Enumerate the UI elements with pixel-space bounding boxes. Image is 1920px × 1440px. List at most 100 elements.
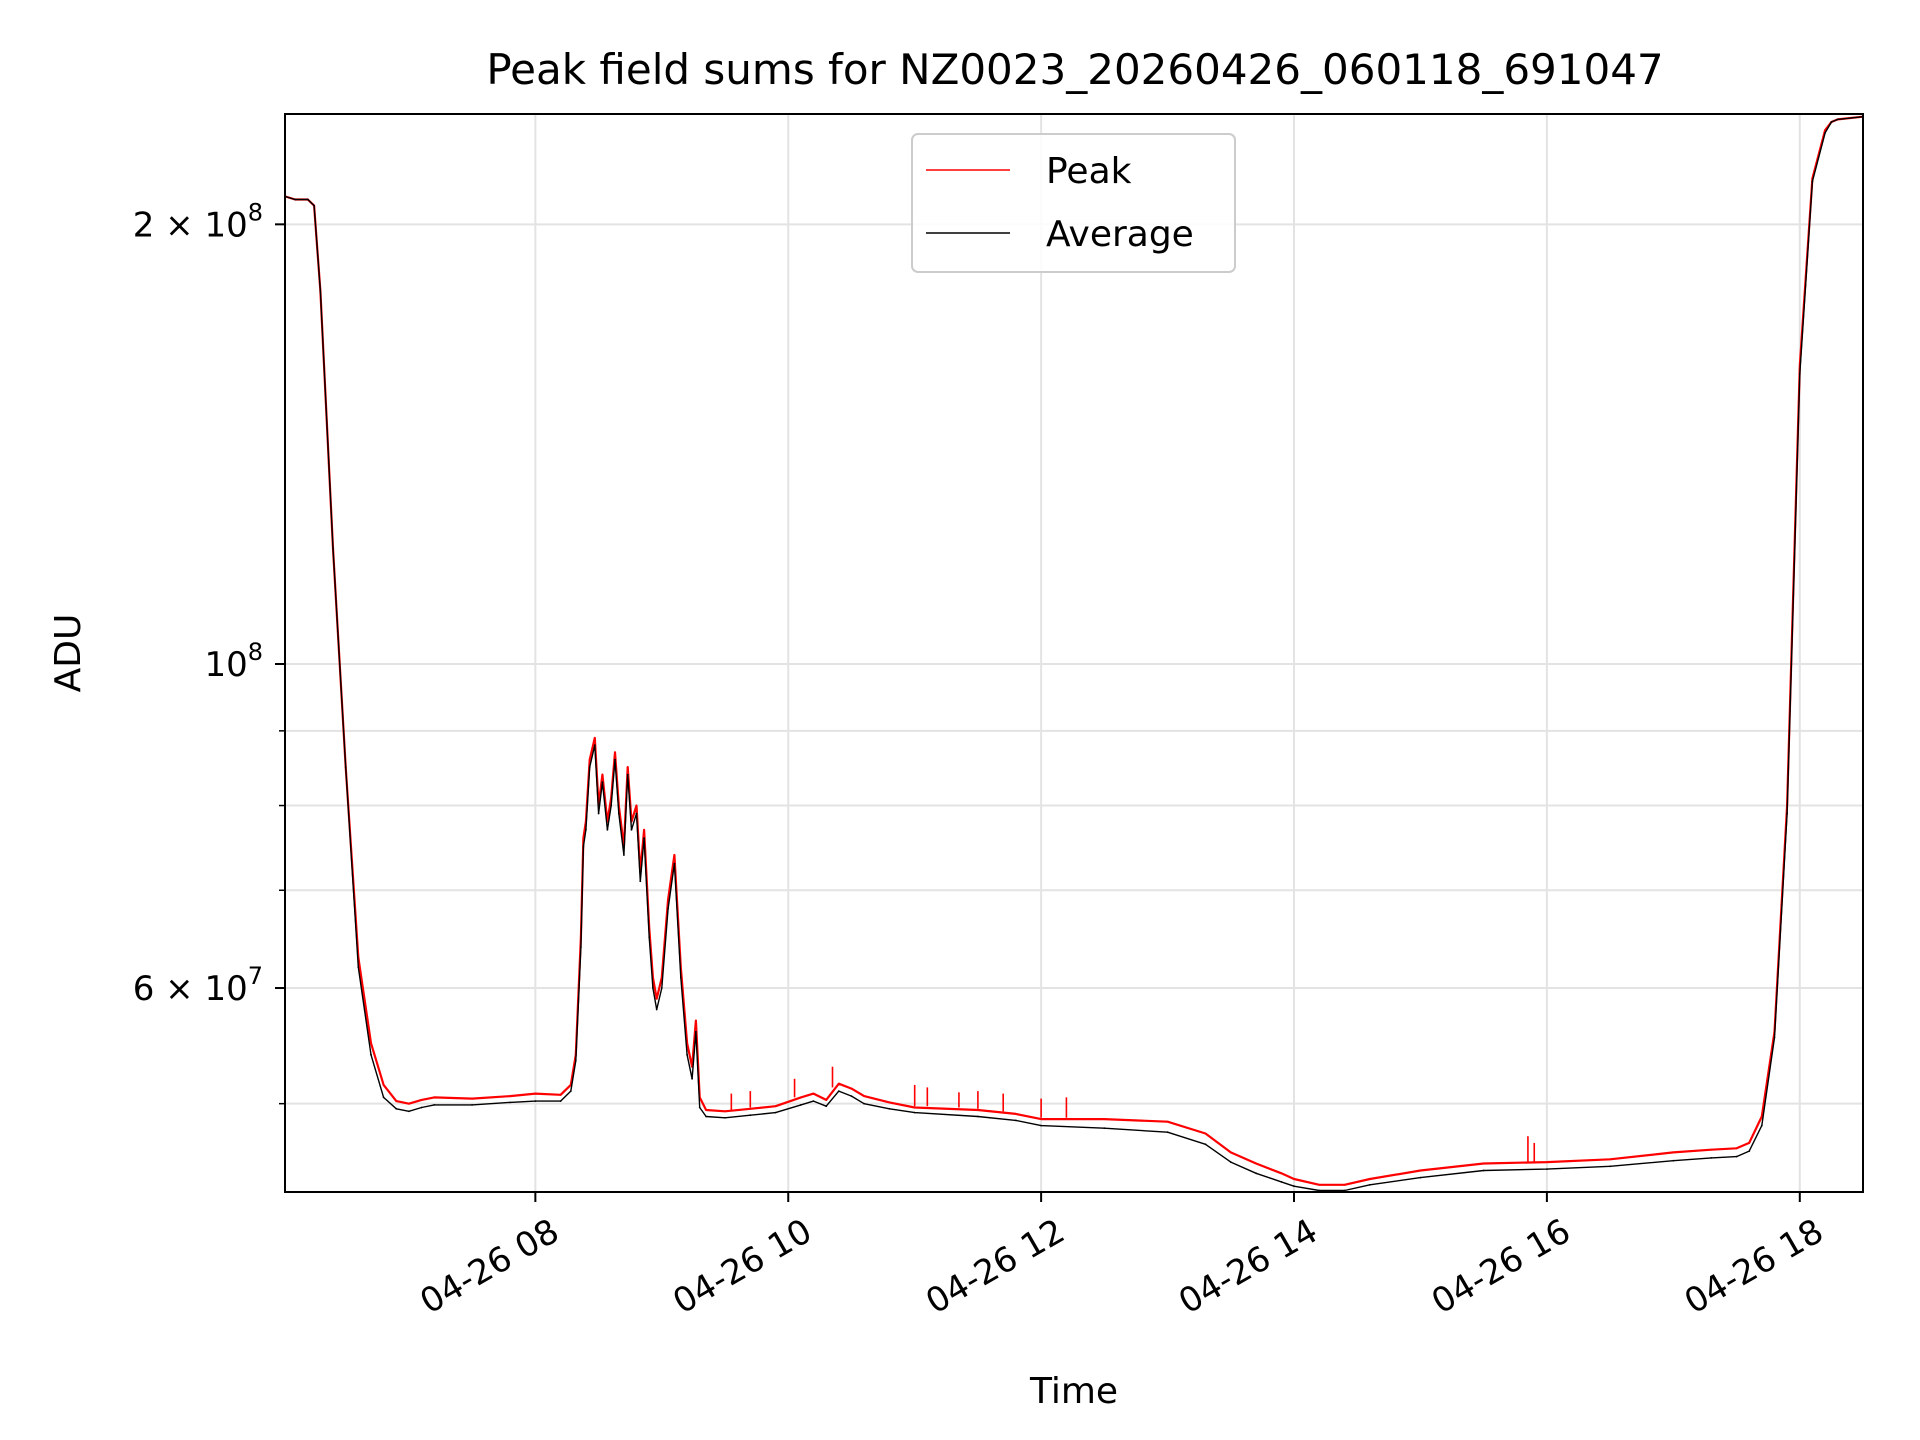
series-point-peak xyxy=(509,1095,511,1097)
spike-layer xyxy=(730,1066,1536,1163)
series-point-peak xyxy=(1672,1151,1675,1154)
series-point-average xyxy=(332,547,334,550)
series-point-average xyxy=(705,1115,707,1118)
series-point-average xyxy=(749,1114,752,1117)
y-axis-title: ADU xyxy=(48,614,89,693)
series-point-average xyxy=(306,198,309,201)
series-point-peak xyxy=(626,766,629,768)
y-tick-label: 108 xyxy=(204,638,263,685)
series-point-average xyxy=(724,1116,726,1119)
series-point-average xyxy=(1229,1161,1232,1163)
series-point-average xyxy=(1836,118,1839,121)
series-point-peak xyxy=(382,1084,385,1086)
series-point-average xyxy=(1786,812,1788,815)
series-point-average xyxy=(357,966,360,969)
series-point-average xyxy=(1546,1168,1548,1170)
series-point-average xyxy=(1293,1185,1295,1188)
series-layer xyxy=(285,115,1863,1192)
series-point-average xyxy=(606,828,609,831)
series-point-average xyxy=(623,854,625,856)
series-point-average xyxy=(370,1053,372,1056)
series-point-average xyxy=(1166,1131,1169,1134)
series-point-peak xyxy=(1343,1183,1346,1186)
series-point-peak xyxy=(593,737,596,739)
series-point-peak xyxy=(408,1102,410,1105)
series-point-peak xyxy=(1735,1147,1738,1150)
plot-area xyxy=(285,115,1863,1192)
series-point-average xyxy=(660,987,663,989)
series-point-average xyxy=(626,773,629,776)
series-point-average xyxy=(1710,1157,1713,1159)
series-point-average xyxy=(1014,1119,1017,1122)
series-point-peak xyxy=(395,1100,398,1102)
series-point-peak xyxy=(825,1099,828,1101)
series-point-peak xyxy=(888,1101,891,1104)
series-point-peak xyxy=(673,854,676,856)
y-tick-label: 2 × 108 xyxy=(133,198,263,245)
grid-layer xyxy=(285,114,1863,1192)
series-point-peak xyxy=(1710,1148,1713,1151)
series-point-peak xyxy=(850,1087,853,1090)
series-point-peak xyxy=(420,1099,423,1101)
series-point-peak xyxy=(614,751,616,754)
series-point-average xyxy=(691,1077,693,1080)
series-point-peak xyxy=(588,758,591,761)
series-point-average xyxy=(294,198,296,201)
series-point-average xyxy=(610,804,613,807)
series-point-average xyxy=(344,766,347,768)
series-line-average xyxy=(285,116,1863,1192)
series-point-average xyxy=(977,1115,979,1118)
x-axis-title: Time xyxy=(1029,1371,1118,1412)
series-point-peak xyxy=(812,1092,815,1095)
series-point-average xyxy=(1760,1124,1763,1127)
series-point-peak xyxy=(863,1095,865,1097)
series-point-average xyxy=(1798,373,1801,375)
series-point-peak xyxy=(643,828,645,831)
plot-frame xyxy=(284,113,1864,1193)
series-point-peak xyxy=(724,1110,726,1113)
series-point-average xyxy=(679,976,682,979)
series-point-average xyxy=(837,1090,840,1092)
legend: Peak Average xyxy=(911,133,1236,273)
series-point-average xyxy=(1830,121,1833,123)
series-point-average xyxy=(585,828,587,831)
series-point-average xyxy=(617,812,620,815)
series-point-average xyxy=(695,1030,697,1033)
series-point-average xyxy=(559,1100,562,1102)
series-point-average xyxy=(1609,1165,1611,1168)
legend-peak-label: Peak xyxy=(1046,151,1132,192)
series-point-average xyxy=(652,987,654,989)
series-point-average xyxy=(614,758,616,761)
series-point-average xyxy=(812,1100,815,1102)
y-tick-label: 6 × 107 xyxy=(133,962,263,1009)
series-point-average xyxy=(471,1104,473,1106)
series-point-average xyxy=(574,1059,577,1062)
series-point-average xyxy=(888,1107,891,1110)
series-point-average xyxy=(635,812,638,815)
series-point-average xyxy=(800,1104,802,1106)
series-point-average xyxy=(1318,1189,1321,1192)
series-point-average xyxy=(667,907,669,910)
series-point-peak xyxy=(1280,1172,1283,1175)
series-point-peak xyxy=(471,1097,473,1100)
series-point-average xyxy=(774,1111,777,1114)
series-point-peak xyxy=(695,1019,697,1022)
series-point-average xyxy=(1735,1155,1738,1158)
series-point-average xyxy=(630,828,633,831)
series-point-average xyxy=(582,845,585,848)
series-point-average xyxy=(1773,1036,1776,1039)
series-point-peak xyxy=(705,1109,707,1111)
series-point-peak xyxy=(534,1092,537,1095)
series-point-average xyxy=(433,1104,436,1106)
series-point-average xyxy=(1369,1183,1371,1186)
series-point-peak xyxy=(667,898,669,901)
series-point-average xyxy=(593,744,596,746)
series-point-average xyxy=(588,766,591,768)
series-point-average xyxy=(1255,1172,1257,1175)
series-point-average xyxy=(1482,1169,1485,1172)
series-point-average xyxy=(825,1105,828,1108)
series-point-peak xyxy=(1419,1169,1422,1172)
series-line-peak xyxy=(285,115,1863,1186)
series-point-average xyxy=(673,862,676,865)
